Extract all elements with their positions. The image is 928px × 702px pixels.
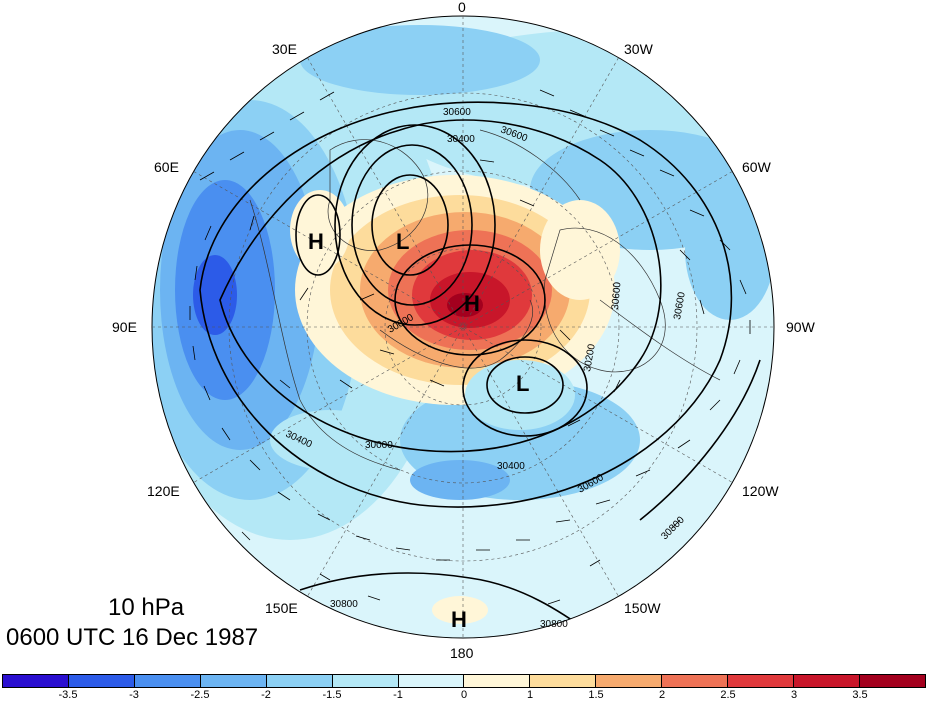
high-center-marker: H <box>308 229 324 254</box>
colorbar-tick-label: 2.5 <box>720 689 736 701</box>
lon-label-180: 180 <box>450 645 474 661</box>
colorbar-tick-label: 0 <box>460 689 468 701</box>
colorbar-tick-label: -3.5 <box>58 689 78 701</box>
lon-label-30w: 30W <box>624 41 654 57</box>
colorbar-tick-label: 1.5 <box>588 689 604 701</box>
colorbar-tick-label: 3 <box>790 689 798 701</box>
colorbar-tick-label: -3 <box>129 689 139 701</box>
contour-label: 30000 <box>365 440 393 451</box>
lon-label-150w: 150W <box>624 600 661 616</box>
colorbar-cell <box>200 675 267 687</box>
colorbar-cell <box>464 675 531 687</box>
lon-label-120w: 120W <box>742 483 779 499</box>
polar-stereographic-map: 30600 30400 30600 30000 30000 30400 3020… <box>112 0 816 661</box>
pressure-centers: H L H L H <box>308 229 529 632</box>
contour-labels: 30600 30400 30600 30000 30000 30400 3020… <box>284 107 688 630</box>
colorbar-tick-label: -2.5 <box>190 689 210 701</box>
lon-label-30e: 30E <box>272 41 297 57</box>
high-center-marker: H <box>451 607 467 632</box>
low-center-marker: L <box>396 229 409 254</box>
temperature-shading <box>152 16 774 638</box>
contour-label: 30600 <box>672 291 688 321</box>
colorbar-cell <box>596 675 663 687</box>
longitude-labels: 0 30W 60W 90W 120W 150W 180 150E 120E 90… <box>112 0 816 661</box>
contour-label: 30200 <box>582 343 598 373</box>
colorbar-cell <box>398 675 465 687</box>
colorbar-cell <box>134 675 201 687</box>
high-center-marker: H <box>464 291 480 316</box>
colorbar-cell <box>859 675 925 687</box>
colorbar-cell <box>728 675 795 687</box>
lon-label-0: 0 <box>458 0 466 15</box>
colorbar-cell <box>68 675 135 687</box>
lon-label-120e: 120E <box>147 483 180 499</box>
contour-label: 30400 <box>497 461 525 472</box>
contour-label: 30600 <box>610 281 623 310</box>
colorbar-tick-label: -1.5 <box>322 689 342 701</box>
colorbar-cell <box>266 675 333 687</box>
contour-label: 30800 <box>330 599 358 610</box>
contour-label: 30600 <box>443 107 471 118</box>
lon-label-90w: 90W <box>786 319 816 335</box>
valid-time-label: 0600 UTC 16 Dec 1987 <box>6 624 259 651</box>
colorbar-tick-label: -2 <box>261 689 271 701</box>
colorbar-cell <box>3 675 69 687</box>
low-center-marker: L <box>516 371 529 396</box>
height-contours <box>199 101 761 638</box>
contour-label: 30800 <box>540 619 568 630</box>
colorbar-tick-label: 3.5 <box>852 689 868 701</box>
wind-barbs <box>189 89 751 605</box>
colorbar-cell <box>662 675 729 687</box>
lon-label-90e: 90E <box>112 319 137 335</box>
colorbar-cell <box>530 675 597 687</box>
colorbar-cell <box>794 675 860 687</box>
colorbar-cell <box>332 675 399 687</box>
colorbar-tick-label: -1 <box>393 689 403 701</box>
lon-label-60w: 60W <box>742 159 772 175</box>
lon-label-60e: 60E <box>154 159 179 175</box>
coastlines <box>249 129 721 471</box>
pressure-level-label: 10 hPa <box>108 594 185 621</box>
colorbar-tick-label: 2 <box>658 689 666 701</box>
colorbar <box>2 674 926 688</box>
colorbar-tick-label: 1 <box>526 689 534 701</box>
colorbar-tick-labels: -3.5 -3 -2.5 -2 -1.5 -1 0 1 1.5 2 2.5 3 3.5 <box>2 689 926 702</box>
contour-label: 30400 <box>447 134 475 145</box>
lon-label-150e: 150E <box>265 600 298 616</box>
